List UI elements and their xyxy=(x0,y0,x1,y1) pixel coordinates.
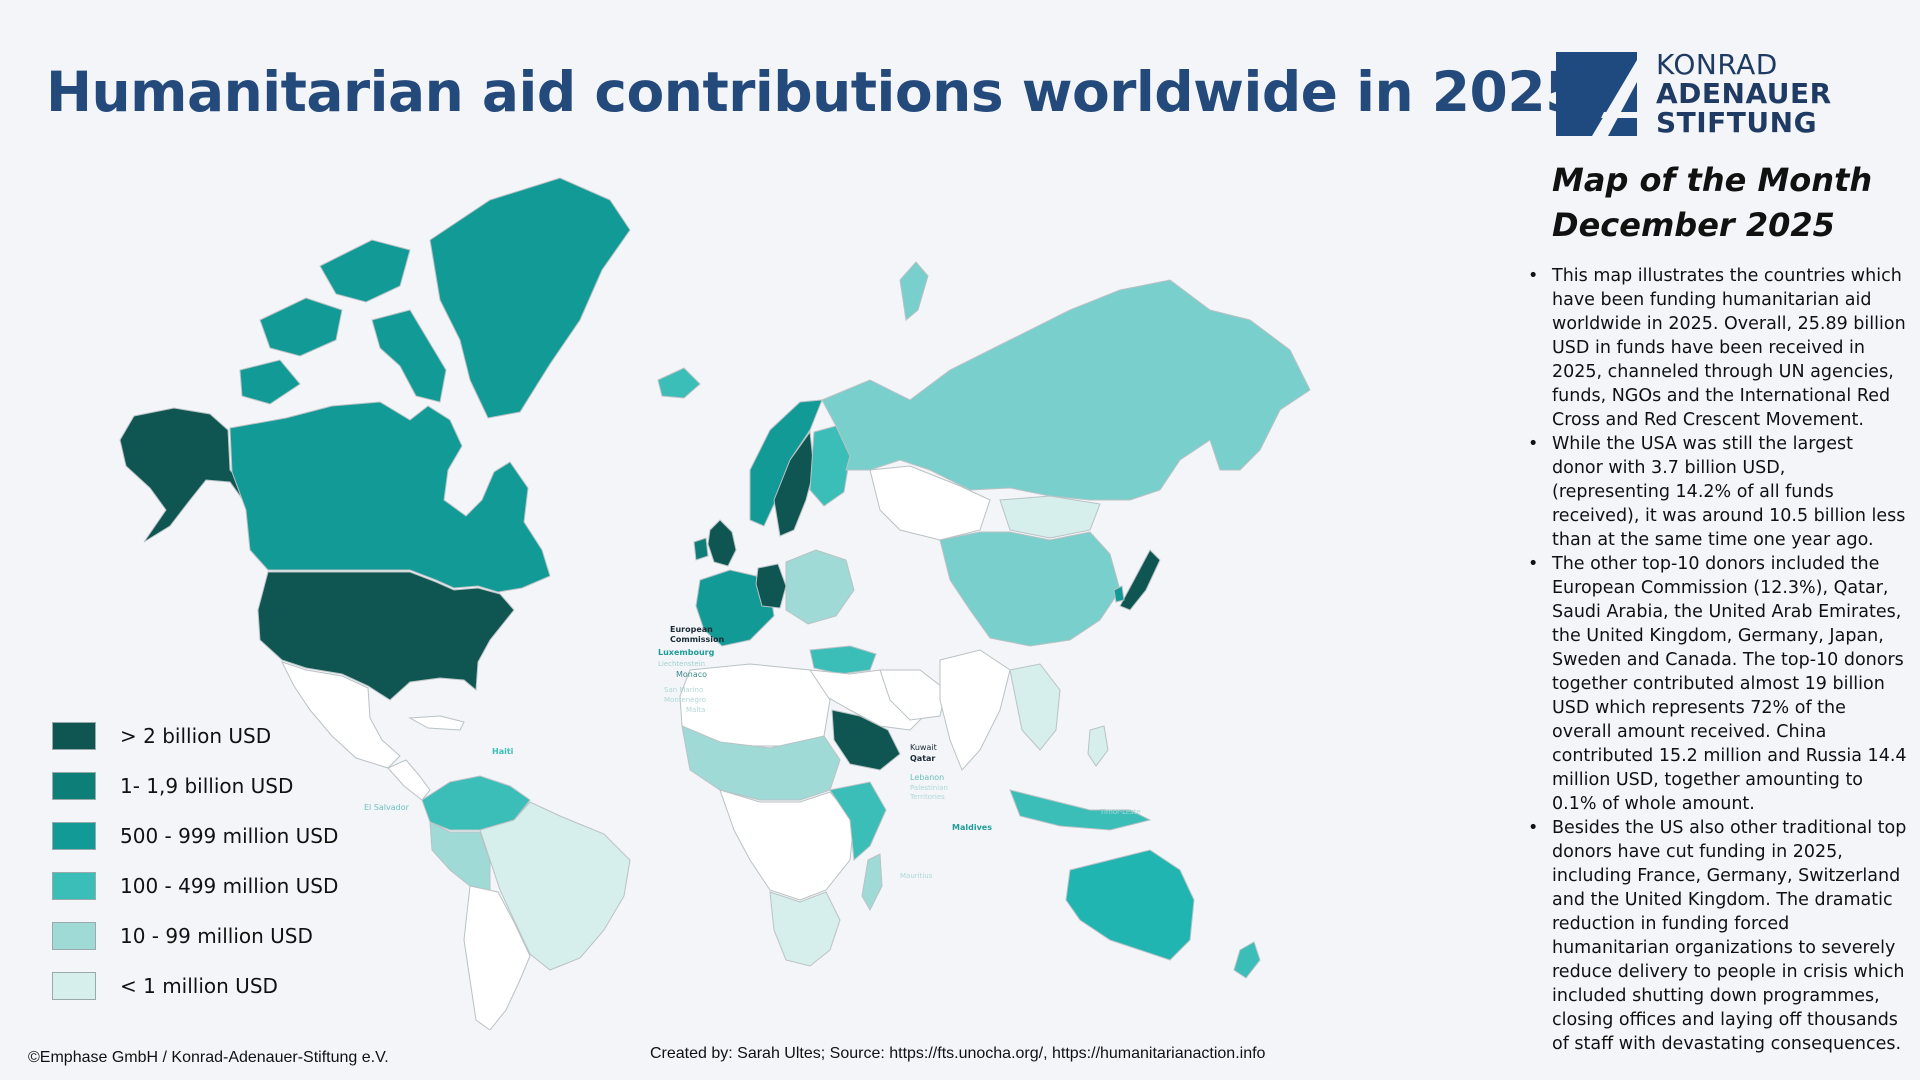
map-label: Palestinian xyxy=(910,784,948,792)
source-note: Created by: Sarah Ultes; Source: https:/… xyxy=(650,1045,1266,1062)
country-japan xyxy=(1119,549,1161,611)
country-kazakhstan xyxy=(869,465,991,541)
map-label: San Marino xyxy=(664,686,703,694)
region-central-africa xyxy=(719,789,855,901)
region-southeast-asia xyxy=(1009,663,1061,751)
island-canada-north-3 xyxy=(239,359,301,405)
legend-swatch xyxy=(52,972,96,1000)
map-label: El Salvador xyxy=(364,803,410,812)
country-mexico xyxy=(281,661,401,769)
logo-line-2: ADENAUER xyxy=(1656,77,1832,110)
region-indonesia xyxy=(1009,789,1152,831)
description-item: This map illustrates the countries which… xyxy=(1528,264,1908,432)
country-brazil xyxy=(479,801,631,971)
legend-swatch xyxy=(52,722,96,750)
map-label: Maldives xyxy=(952,823,992,832)
country-ireland xyxy=(693,537,709,561)
map-label: Monaco xyxy=(676,670,707,679)
country-greenland xyxy=(429,177,631,419)
logo-line-3: STIFTUNG xyxy=(1656,106,1818,139)
page-title: Humanitarian aid contributions worldwide… xyxy=(46,60,1583,124)
world-map: European Commission Luxembourg Liechtens… xyxy=(119,177,1311,1030)
copyright-note: ©Emphase GmbH / Konrad-Adenauer-Stiftung… xyxy=(28,1049,389,1066)
legend-label: 100 - 499 million USD xyxy=(120,874,339,898)
country-usa xyxy=(257,571,515,701)
region-scandinavia-norway xyxy=(749,399,823,527)
legend-label: 500 - 999 million USD xyxy=(120,824,339,848)
map-label: Malta xyxy=(686,706,705,714)
motm-line-2: December 2025 xyxy=(1552,206,1835,244)
country-alaska xyxy=(119,407,268,543)
legend-label: > 2 billion USD xyxy=(120,724,272,748)
legend-swatch xyxy=(52,822,96,850)
region-northern-south-america xyxy=(421,775,531,831)
legend-swatch xyxy=(52,772,96,800)
map-label: Territories xyxy=(909,793,945,801)
map-label: Luxembourg xyxy=(658,648,715,657)
legend-label: 10 - 99 million USD xyxy=(120,924,313,948)
country-iceland xyxy=(657,367,701,399)
country-russia xyxy=(821,279,1311,501)
motm-line-1: Map of the Month xyxy=(1552,161,1873,199)
legend-label: < 1 million USD xyxy=(120,974,278,998)
island-baffin xyxy=(371,309,447,403)
region-central-america xyxy=(387,759,431,801)
country-new-zealand xyxy=(1233,941,1261,979)
region-east-africa xyxy=(829,781,887,862)
country-australia xyxy=(1065,849,1195,961)
country-china xyxy=(939,531,1121,647)
map-label: Qatar xyxy=(910,754,935,763)
country-germany xyxy=(755,563,787,609)
map-of-the-month-heading: Map of the Month December 2025 xyxy=(1552,158,1892,248)
map-label: Haiti xyxy=(492,747,514,756)
legend-swatch xyxy=(52,922,96,950)
map-label: Timor-Leste xyxy=(1099,808,1141,816)
legend-label: 1- 1,9 billion USD xyxy=(120,774,294,798)
map-label: Kuwait xyxy=(910,743,937,752)
description-list: This map illustrates the countries which… xyxy=(1528,264,1908,1056)
island-novaya-zemlya xyxy=(899,261,929,321)
country-south-korea xyxy=(1113,585,1125,603)
island-canada-north-1 xyxy=(259,297,343,357)
country-mongolia xyxy=(999,495,1101,539)
region-caribbean xyxy=(408,715,465,731)
country-iran xyxy=(879,669,947,721)
country-philippines xyxy=(1087,725,1109,767)
region-southern-cone xyxy=(463,885,531,1030)
map-label: European xyxy=(670,625,713,634)
map-label: Montenegro xyxy=(664,696,706,704)
legend-swatch xyxy=(52,872,96,900)
logo-line-1: KONRAD xyxy=(1656,48,1778,81)
island-canada-north-2 xyxy=(319,239,411,303)
description-item: The other top-10 donors included the Eur… xyxy=(1528,552,1908,816)
map-label: Mauritius xyxy=(900,872,933,880)
region-southern-africa xyxy=(769,891,841,967)
map-label: Liechtenstein xyxy=(658,660,705,668)
country-madagascar xyxy=(861,853,883,912)
map-label: Commission xyxy=(670,635,725,644)
map-label: Lebanon xyxy=(910,773,944,782)
kas-logo-wordmark: KONRAD ADENAUER STIFTUNG xyxy=(1656,50,1832,137)
kas-logo: KONRAD ADENAUER STIFTUNG xyxy=(1556,50,1836,140)
country-india xyxy=(939,649,1011,771)
country-saudi-arabia xyxy=(831,709,901,771)
region-eastern-europe xyxy=(785,549,855,625)
country-uk xyxy=(707,519,737,567)
country-canada xyxy=(229,401,551,593)
kas-logo-icon xyxy=(1556,52,1637,136)
description-item: Besides the US also other traditional to… xyxy=(1528,816,1908,1056)
country-turkey xyxy=(809,645,877,675)
region-western-europe xyxy=(695,569,775,647)
description-item: While the USA was still the largest dono… xyxy=(1528,432,1908,552)
